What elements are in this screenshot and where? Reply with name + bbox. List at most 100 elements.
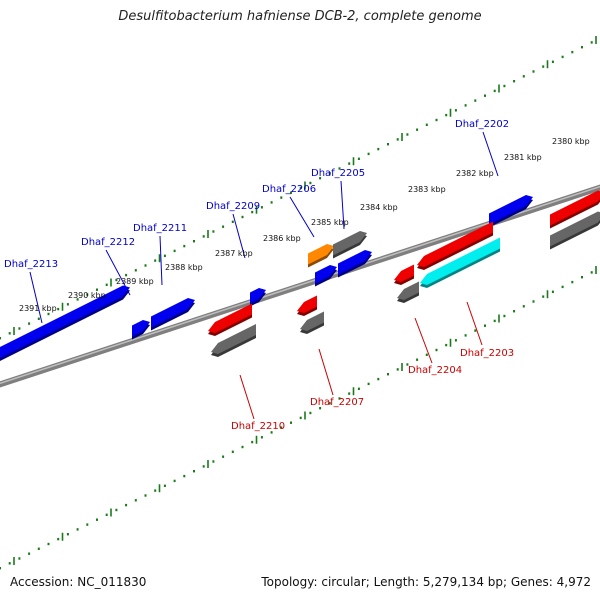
gene-label[interactable]: Dhaf_2211 (133, 223, 187, 234)
ruler-dot (484, 94, 486, 97)
ruler-dot (28, 322, 31, 325)
ruler-dot (280, 196, 283, 199)
gene-feature[interactable] (394, 264, 414, 286)
gene-feature[interactable] (489, 195, 533, 228)
ruler-dot (105, 513, 108, 516)
ruler-dot (270, 201, 273, 204)
ruler-dot (396, 368, 399, 371)
gene-feature[interactable] (151, 298, 195, 331)
ruler-dot (183, 244, 186, 248)
ruler-dot (134, 499, 137, 502)
genome-summary-text: Topology: circular; Length: 5,279,134 bp… (261, 575, 591, 589)
ruler-dot (47, 542, 50, 546)
ruler-dot (212, 230, 215, 233)
ruler-dot (193, 240, 195, 243)
gene-label[interactable]: Dhaf_2212 (81, 237, 135, 248)
gene-label[interactable]: Dhaf_2203 (460, 348, 514, 359)
gene-feature[interactable] (338, 250, 372, 278)
ruler-dot (144, 264, 147, 267)
ruler-dot (183, 474, 186, 478)
tick-label: 2386 kbp (263, 234, 301, 243)
gene-feature[interactable] (550, 211, 600, 250)
gene-feature-body (250, 288, 266, 304)
gene-feature-body (420, 237, 500, 285)
ruler-dot (280, 426, 283, 429)
ruler-dot (86, 523, 89, 526)
ruler-dot (134, 269, 137, 272)
gene-feature[interactable] (315, 265, 337, 287)
ruler-dot (454, 109, 457, 112)
gene-feature-body (394, 264, 414, 282)
ruler-dot (425, 353, 428, 356)
ruler-dot (241, 215, 244, 219)
ruler-dot (357, 157, 360, 160)
ruler-dot (115, 278, 118, 282)
ruler-dot (8, 332, 11, 335)
tick-label: 2385 kbp (311, 218, 349, 227)
gene-features-layer (0, 190, 600, 364)
gene-label[interactable]: Dhaf_2205 (311, 168, 365, 179)
gene-label[interactable]: Dhaf_2202 (455, 119, 509, 130)
ruler-dot (328, 402, 331, 405)
tick-label: 2382 kbp (456, 169, 494, 178)
gene-label-leader (340, 180, 345, 230)
gene-label[interactable]: Dhaf_2207 (310, 397, 364, 408)
gene-feature[interactable] (308, 244, 334, 268)
gene-feature[interactable] (297, 295, 317, 317)
ruler-dot (96, 518, 98, 521)
gene-feature[interactable] (250, 288, 266, 307)
tick-label: 2381 kbp (504, 153, 542, 162)
gene-feature[interactable] (300, 311, 324, 335)
gene-feature[interactable] (420, 237, 500, 289)
ruler-dot (154, 489, 157, 492)
gene-label[interactable]: Dhaf_2209 (206, 201, 260, 212)
gene-label[interactable]: Dhaf_2213 (4, 259, 58, 270)
ruler-dot (348, 392, 351, 395)
gene-feature[interactable] (0, 285, 130, 364)
tick-label: 2389 kbp (116, 277, 154, 286)
ruler-dot (416, 128, 419, 131)
gene-feature-body (300, 311, 324, 331)
tick-labels-layer: 2380 kbp 2381 kbp 2382 kbp 2383 kbp 2384 kbp… (19, 137, 590, 313)
tick-dots-layer (0, 41, 593, 570)
ruler-dot (260, 436, 263, 439)
gene-feature[interactable] (211, 324, 256, 357)
ruler-dot (542, 65, 545, 68)
ruler-dot (513, 80, 516, 83)
gene-label[interactable]: Dhaf_2204 (408, 365, 462, 376)
gene-label[interactable]: Dhaf_2206 (262, 184, 316, 195)
ruler-dot (0, 337, 1, 340)
ruler-dot (231, 220, 234, 223)
ruler-dot (47, 312, 50, 316)
ruler-dot (222, 455, 225, 458)
gene-feature-body (315, 265, 337, 284)
ruler-dot (513, 310, 516, 313)
gene-feature[interactable] (208, 303, 252, 337)
map-title: Desulfitobacterium hafniense DCB-2, comp… (118, 9, 482, 24)
gene-feature[interactable] (333, 231, 367, 259)
ruler-dot (299, 186, 302, 190)
ruler-dot (464, 104, 467, 107)
ruler-dot (260, 206, 263, 209)
gene-feature[interactable] (397, 281, 419, 304)
ruler-dot (251, 210, 254, 214)
gene-feature[interactable] (132, 320, 150, 340)
ruler-dot (581, 276, 583, 279)
gene-feature[interactable] (417, 221, 493, 271)
ruler-dot (542, 295, 545, 298)
ruler-dot (406, 133, 409, 136)
ruler-dot (270, 431, 273, 434)
ruler-dot (590, 41, 593, 44)
ruler-dot (367, 152, 370, 156)
ruler-dot (173, 249, 176, 253)
ruler-dot (435, 118, 438, 122)
ruler-dot (125, 503, 128, 507)
gene-feature-body (489, 195, 533, 225)
gene-feature[interactable] (550, 190, 600, 229)
ruler-dot (454, 339, 457, 342)
gene-label[interactable]: Dhaf_2210 (231, 421, 285, 432)
ruler-dot (290, 421, 292, 424)
ruler-dot (416, 358, 419, 361)
gene-feature-body (308, 244, 334, 265)
ruler-dot (76, 298, 79, 301)
